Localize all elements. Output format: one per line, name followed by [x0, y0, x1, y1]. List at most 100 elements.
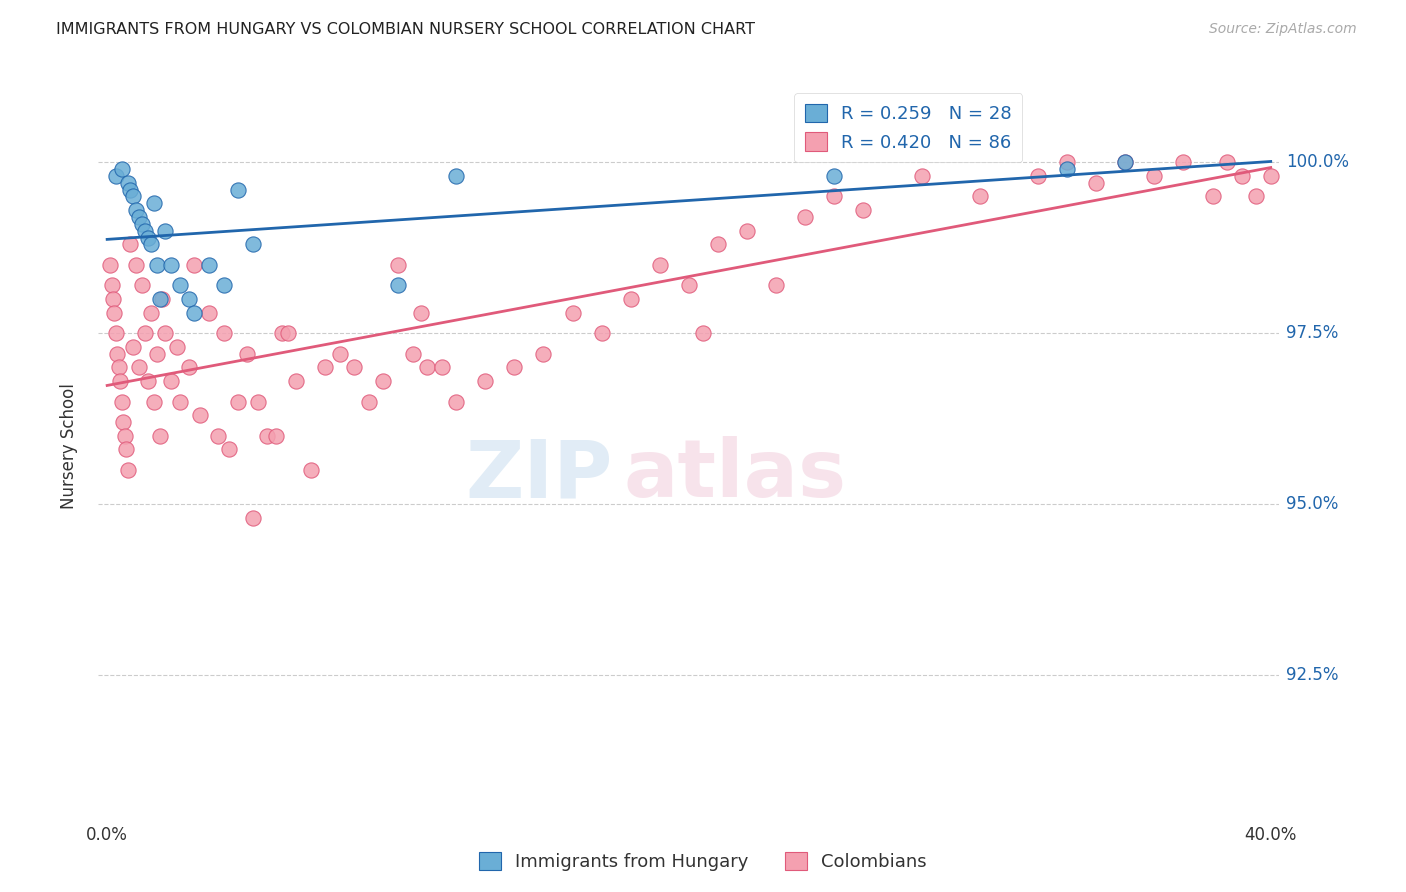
Point	[105, 347, 128, 361]
Point	[101, 292, 124, 306]
Point	[430, 360, 453, 375]
Point	[1230, 169, 1253, 183]
Point	[226, 183, 249, 197]
Point	[139, 306, 162, 320]
Point	[134, 224, 156, 238]
Point	[103, 306, 125, 320]
Point	[620, 292, 643, 306]
Point	[678, 278, 700, 293]
Point	[122, 189, 145, 203]
Point	[114, 429, 136, 443]
Point	[503, 360, 526, 375]
Text: 0.0%: 0.0%	[86, 826, 128, 845]
Point	[247, 394, 270, 409]
Legend: R = 0.259   N = 28, R = 0.420   N = 86: R = 0.259 N = 28, R = 0.420 N = 86	[794, 93, 1022, 162]
Point	[533, 347, 555, 361]
Point	[1085, 176, 1108, 190]
Point	[104, 326, 127, 341]
Point	[212, 326, 235, 341]
Point	[1026, 169, 1049, 183]
Point	[145, 258, 167, 272]
Point	[134, 326, 156, 341]
Point	[145, 347, 167, 361]
Point	[155, 326, 177, 341]
Point	[166, 340, 188, 354]
Point	[1114, 155, 1136, 169]
Point	[387, 278, 409, 293]
Point	[111, 162, 134, 177]
Text: ZIP: ZIP	[465, 436, 612, 515]
Point	[329, 347, 352, 361]
Point	[1201, 189, 1223, 203]
Point	[122, 340, 145, 354]
Point	[1143, 169, 1166, 183]
Point	[136, 374, 159, 388]
Point	[160, 374, 183, 388]
Point	[823, 169, 845, 183]
Point	[416, 360, 439, 375]
Point	[148, 429, 170, 443]
Text: 95.0%: 95.0%	[1286, 495, 1339, 513]
Point	[852, 203, 875, 218]
Point	[735, 224, 758, 238]
Point	[242, 510, 264, 524]
Point	[1173, 155, 1195, 169]
Point	[117, 463, 139, 477]
Point	[152, 292, 174, 306]
Point	[112, 415, 135, 429]
Point	[343, 360, 366, 375]
Y-axis label: Nursery School: Nursery School	[59, 383, 77, 509]
Point	[401, 347, 423, 361]
Point	[823, 189, 845, 203]
Point	[120, 183, 142, 197]
Point	[207, 429, 229, 443]
Point	[218, 442, 240, 457]
Point	[373, 374, 395, 388]
Point	[125, 258, 148, 272]
Point	[256, 429, 278, 443]
Point	[104, 169, 127, 183]
Point	[1056, 155, 1078, 169]
Point	[139, 237, 162, 252]
Point	[183, 258, 205, 272]
Point	[794, 210, 817, 224]
Point	[128, 360, 150, 375]
Point	[270, 326, 292, 341]
Point	[128, 210, 150, 224]
Point	[98, 258, 121, 272]
Point	[692, 326, 714, 341]
Point	[110, 374, 132, 388]
Point	[707, 237, 730, 252]
Point	[131, 217, 153, 231]
Legend: Immigrants from Hungary, Colombians: Immigrants from Hungary, Colombians	[472, 845, 934, 879]
Point	[444, 394, 467, 409]
Point	[236, 347, 259, 361]
Point	[299, 463, 322, 477]
Point	[357, 394, 380, 409]
Point	[765, 278, 787, 293]
Text: 92.5%: 92.5%	[1286, 666, 1339, 684]
Point	[160, 258, 183, 272]
Point	[911, 169, 934, 183]
Point	[131, 278, 153, 293]
Point	[100, 278, 122, 293]
Point	[155, 224, 177, 238]
Point	[188, 409, 211, 423]
Point	[1244, 189, 1267, 203]
Point	[169, 278, 191, 293]
Point	[474, 374, 496, 388]
Point	[591, 326, 613, 341]
Point	[444, 169, 467, 183]
Point	[276, 326, 298, 341]
Point	[1216, 155, 1239, 169]
Point	[198, 306, 221, 320]
Point	[183, 306, 205, 320]
Point	[1260, 169, 1282, 183]
Point	[107, 360, 129, 375]
Point	[136, 230, 159, 244]
Point	[177, 360, 200, 375]
Point	[226, 394, 249, 409]
Text: atlas: atlas	[624, 436, 846, 515]
Point	[1056, 162, 1078, 177]
Point	[148, 292, 170, 306]
